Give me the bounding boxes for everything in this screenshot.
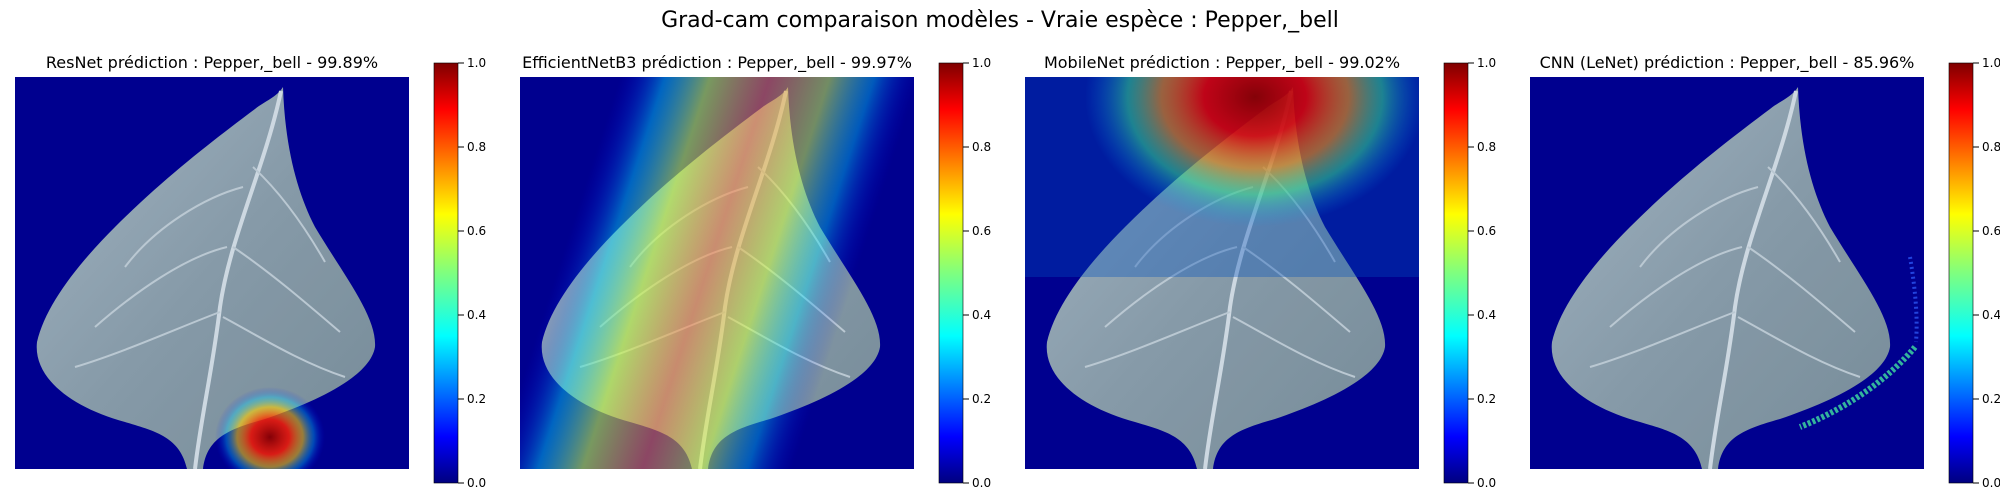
colorbar-tick-label: 0.6 <box>467 224 486 238</box>
colorbar: 0.0 0.2 0.4 0.6 0.8 1.0 <box>1948 56 2000 490</box>
colorbar-tick-label: 1.0 <box>972 56 991 70</box>
colorbar-tick-label: 0.6 <box>972 224 991 238</box>
colorbar-tick-label: 0.0 <box>1477 476 1496 490</box>
colorbar-tick-label: 0.8 <box>467 140 486 154</box>
colorbar: 0.0 0.2 0.4 0.6 0.8 1.0 <box>1443 56 1496 490</box>
panel-title: MobileNet prédiction : Pepper,_bell - 99… <box>1043 53 1401 72</box>
colorbar-tick-label: 0.0 <box>972 476 991 490</box>
panel-title: ResNet prédiction : Pepper,_bell - 99.89… <box>45 53 379 72</box>
colorbar-tick-label: 0.4 <box>1982 308 2000 322</box>
colorbar-tick-label: 0.6 <box>1982 224 2000 238</box>
colorbar: 0.0 0.2 0.4 0.6 0.8 1.0 <box>433 56 486 490</box>
gradcam-image <box>1530 77 1924 469</box>
colorbar-tick-label: 0.4 <box>972 308 991 322</box>
gradcam-image <box>1025 77 1419 469</box>
figure-title: Grad-cam comparaison modèles - Vraie esp… <box>661 8 1339 33</box>
colorbar-tick-label: 0.2 <box>467 392 486 406</box>
colorbar-tick-label: 0.2 <box>1982 392 2000 406</box>
colorbar-tick-label: 1.0 <box>1477 56 1496 70</box>
gradcam-image <box>15 77 409 469</box>
colorbar: 0.0 0.2 0.4 0.6 0.8 1.0 <box>938 56 991 490</box>
colorbar-tick-label: 0.0 <box>467 476 486 490</box>
colorbar-tick-label: 0.6 <box>1477 224 1496 238</box>
colorbar-tick-label: 0.4 <box>467 308 486 322</box>
colorbar-tick-label: 0.4 <box>1477 308 1496 322</box>
colorbar-tick-label: 0.8 <box>972 140 991 154</box>
colorbar-tick-label: 0.8 <box>1477 140 1496 154</box>
colorbar-tick-label: 0.2 <box>972 392 991 406</box>
colorbar-tick-label: 0.2 <box>1477 392 1496 406</box>
panel-title: CNN (LeNet) prédiction : Pepper,_bell - … <box>1539 53 1915 72</box>
colorbar-tick-label: 0.8 <box>1982 140 2000 154</box>
gradcam-image <box>520 77 914 469</box>
colorbar-tick-label: 0.0 <box>1982 476 2000 490</box>
colorbar-tick-label: 1.0 <box>1982 56 2000 70</box>
colorbar-tick-label: 1.0 <box>467 56 486 70</box>
panel-title: EfficientNetB3 prédiction : Pepper,_bell… <box>522 53 912 72</box>
